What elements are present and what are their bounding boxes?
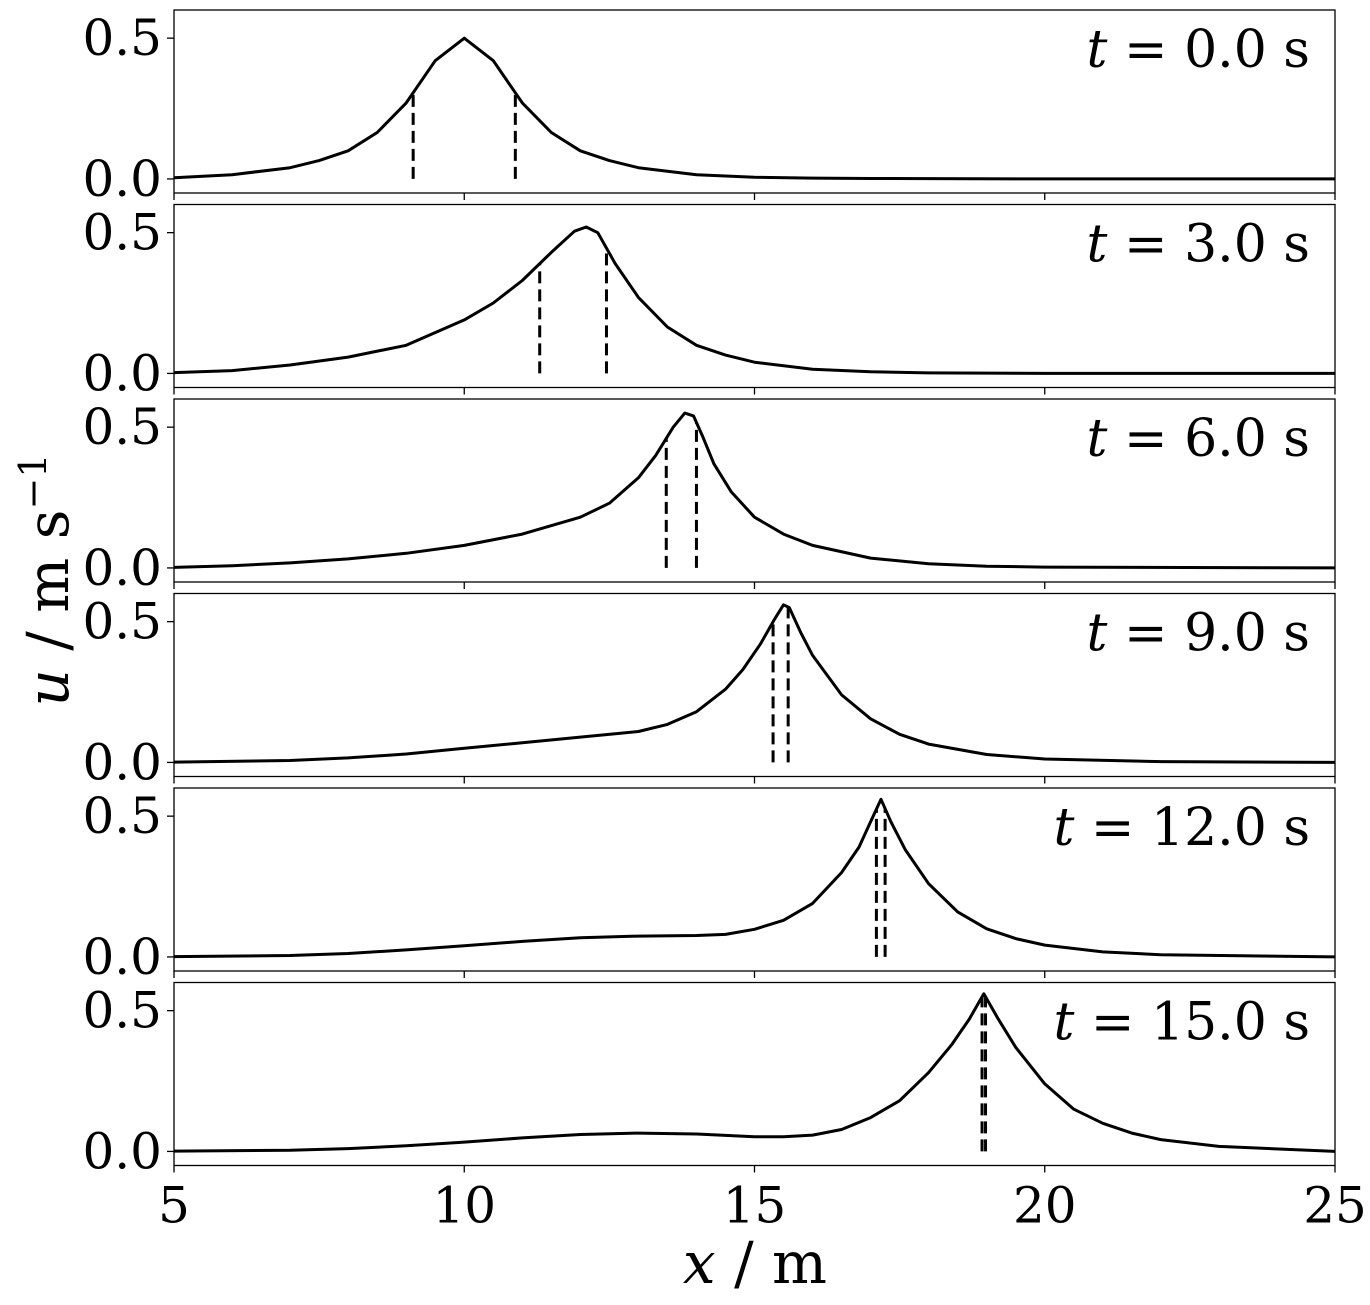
x-tick-label: 25 (1303, 1177, 1367, 1235)
panel-time-label: t = 15.0 s (1053, 993, 1310, 1053)
y-tick-label: 0.0 (82, 344, 162, 402)
x-tick-label: 5 (158, 1177, 190, 1235)
panels-layer: 0.00.5 t = 0.0 s0.00.5 t = 3.0 s0.00.5 t = … (82, 9, 1366, 1234)
y-tick-label: 0.5 (82, 204, 162, 262)
panel-time-label: t = 12.0 s (1053, 798, 1310, 858)
y-axis-title: u / m s−1 (11, 453, 82, 706)
x-axis-var: x (683, 1229, 716, 1297)
y-axis-var: u (14, 669, 82, 706)
x-tick-label: 15 (723, 1177, 787, 1235)
y-tick-label: 0.0 (82, 733, 162, 791)
y-tick-label: 0.5 (82, 787, 162, 845)
y-tick-label: 0.5 (82, 9, 162, 67)
x-axis-unit: / m (716, 1229, 827, 1297)
x-tick-label: 10 (432, 1177, 496, 1235)
panel-5: 0.0 0.5 t = 15.0 s (82, 982, 1336, 1180)
series-line (173, 411, 1336, 570)
series-line (173, 797, 1336, 959)
y-tick-label: 0.0 (82, 928, 162, 986)
x-tick-label: 20 (1013, 1177, 1077, 1235)
panel-3: 0.0 0.5 t = 9.0 s (82, 593, 1336, 791)
panel-time-label: t = 9.0 s (1087, 604, 1310, 664)
panel-1: 0.0 0.5 t = 3.0 s (82, 204, 1336, 402)
y-tick-label: 0.5 (82, 593, 162, 651)
panel-time-label: t = 3.0 s (1087, 215, 1310, 275)
panel-time-label: t = 0.0 s (1087, 20, 1310, 80)
x-axis-title: x / m (683, 1229, 827, 1297)
y-tick-label: 0.0 (82, 539, 162, 597)
series-line (173, 225, 1335, 375)
y-tick-label: 0.5 (82, 398, 162, 456)
series-line (173, 36, 1335, 181)
panel-0: 0.0 0.5 t = 0.0 s (82, 9, 1336, 208)
panel-time-label: t = 6.0 s (1087, 409, 1310, 469)
y-axis-exp: −1 (11, 453, 55, 509)
y-tick-label: 0.0 (82, 1122, 162, 1180)
series-line (173, 992, 1336, 1153)
panel-4: 0.0 0.5 t = 12.0 s (82, 787, 1336, 986)
y-tick-label: 0.5 (82, 982, 162, 1040)
y-tick-label: 0.0 (82, 150, 162, 208)
series-line (173, 603, 1336, 764)
y-axis-unit: / m s (14, 510, 82, 670)
panel-2: 0.0 0.5 t = 6.0 s (82, 398, 1336, 597)
